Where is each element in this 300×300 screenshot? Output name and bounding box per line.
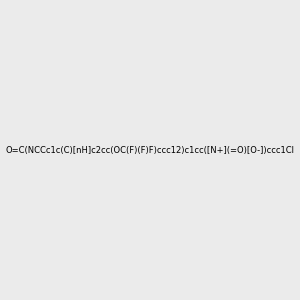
- Text: O=C(NCCc1c(C)[nH]c2cc(OC(F)(F)F)ccc12)c1cc([N+](=O)[O-])ccc1Cl: O=C(NCCc1c(C)[nH]c2cc(OC(F)(F)F)ccc12)c1…: [5, 146, 295, 154]
